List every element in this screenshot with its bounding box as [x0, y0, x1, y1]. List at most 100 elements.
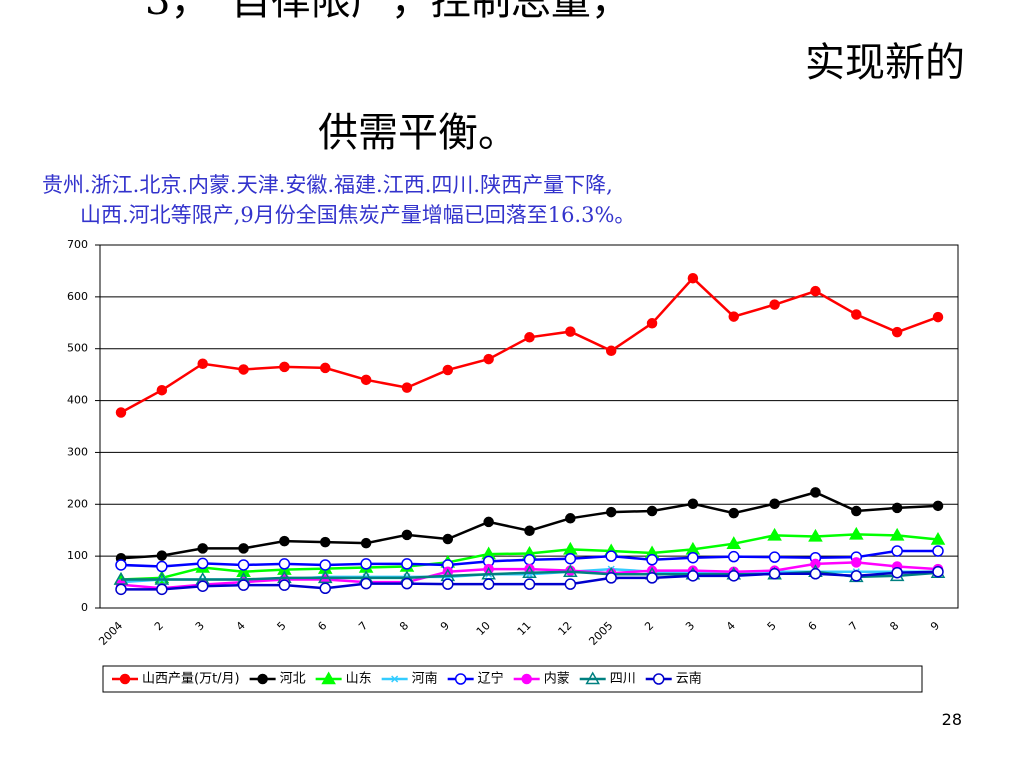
title-line: 实现新的 — [805, 40, 965, 86]
x-tick-label: 9 — [928, 619, 942, 633]
legend-label: 山东 — [346, 672, 372, 687]
data-point — [726, 536, 742, 549]
data-point — [522, 565, 537, 578]
data-point — [728, 311, 739, 322]
data-point — [932, 500, 944, 512]
y-tick-label: 0 — [81, 601, 88, 614]
data-point — [319, 559, 331, 571]
data-point — [605, 550, 617, 562]
x-tick-label: 10 — [474, 619, 493, 638]
data-point — [769, 299, 780, 310]
data-point — [196, 580, 209, 592]
data-point — [196, 557, 209, 570]
legend-label: 内蒙 — [544, 671, 570, 687]
data-point — [605, 345, 617, 357]
x-tick-label: 3 — [193, 619, 207, 633]
data-point — [360, 577, 372, 590]
data-point — [930, 532, 946, 545]
data-point — [891, 502, 903, 514]
data-point — [932, 565, 944, 578]
legend-marker — [585, 671, 600, 685]
x-tick-label: 4 — [724, 619, 738, 633]
data-point — [360, 558, 372, 570]
data-point — [156, 560, 168, 573]
legend-marker — [652, 673, 665, 685]
x-tick-label: 6 — [806, 619, 820, 633]
data-point — [115, 583, 127, 596]
x-tick-label: 2005 — [586, 619, 615, 648]
data-point — [442, 578, 454, 590]
x-tick-label: 3 — [683, 619, 697, 633]
data-point — [237, 579, 250, 591]
data-point — [728, 507, 739, 519]
x-tick-label: 6 — [315, 619, 329, 633]
data-point — [728, 570, 740, 582]
data-point — [687, 272, 699, 284]
data-point — [401, 577, 413, 590]
data-point — [564, 552, 577, 565]
data-point — [646, 505, 658, 517]
legend-marker — [119, 673, 131, 685]
series — [115, 272, 944, 418]
x-tick-label: 8 — [887, 619, 901, 633]
x-tick-label: 2004 — [96, 619, 125, 648]
data-point — [482, 578, 495, 590]
data-point — [115, 407, 127, 418]
data-point — [932, 311, 944, 323]
data-point — [891, 566, 903, 579]
data-point — [317, 570, 333, 584]
legend-marker — [257, 673, 268, 685]
data-point — [523, 554, 536, 566]
data-point — [237, 559, 250, 571]
data-point — [646, 318, 658, 329]
legend-marker — [454, 673, 467, 685]
y-tick-label: 600 — [67, 290, 88, 303]
title-line: 供需平衡。 — [318, 110, 518, 156]
legend-label: 河南 — [412, 671, 438, 687]
title-line: 3，“自律限产，控制总量， — [145, 0, 631, 24]
data-point — [360, 374, 372, 386]
data-point — [156, 583, 168, 596]
data-point — [809, 568, 822, 580]
data-point — [889, 527, 905, 541]
y-tick-label: 500 — [67, 342, 88, 355]
x-tick-label: 2 — [152, 619, 166, 633]
data-point — [810, 487, 821, 498]
series — [115, 487, 944, 564]
data-point — [442, 533, 454, 545]
data-point — [767, 527, 782, 541]
data-point — [360, 537, 372, 549]
data-point — [646, 554, 658, 566]
y-tick-label: 300 — [67, 445, 88, 458]
data-point — [156, 384, 168, 396]
x-tick-label: 12 — [556, 619, 575, 638]
data-point — [768, 551, 781, 563]
x-tick-label: 7 — [846, 619, 860, 633]
legend-marker — [321, 671, 336, 685]
data-point — [238, 543, 249, 554]
series — [115, 565, 944, 596]
data-point — [197, 358, 208, 370]
data-point — [687, 551, 699, 564]
data-point — [238, 364, 249, 375]
data-point — [605, 572, 617, 584]
data-point — [524, 525, 535, 536]
x-tick-label: 2 — [642, 619, 656, 633]
x-tick-label: 8 — [397, 619, 411, 633]
y-tick-label: 100 — [67, 549, 88, 562]
data-point — [278, 579, 291, 591]
series-line — [120, 276, 939, 414]
data-point — [810, 285, 821, 297]
x-tick-label: 4 — [234, 619, 248, 633]
data-point — [523, 578, 536, 590]
data-point — [849, 526, 864, 540]
page-number: 28 — [942, 710, 962, 729]
subtitle-line: 贵州.浙江.北京.内蒙.天津.安徽.福建.江西.四川.陕西产量下降, — [42, 173, 613, 197]
data-point — [115, 559, 127, 571]
x-tick-label: 5 — [765, 619, 779, 633]
data-point — [932, 545, 944, 557]
legend-marker — [391, 675, 399, 683]
x-tick-label: 9 — [438, 619, 452, 633]
data-point — [319, 582, 331, 595]
